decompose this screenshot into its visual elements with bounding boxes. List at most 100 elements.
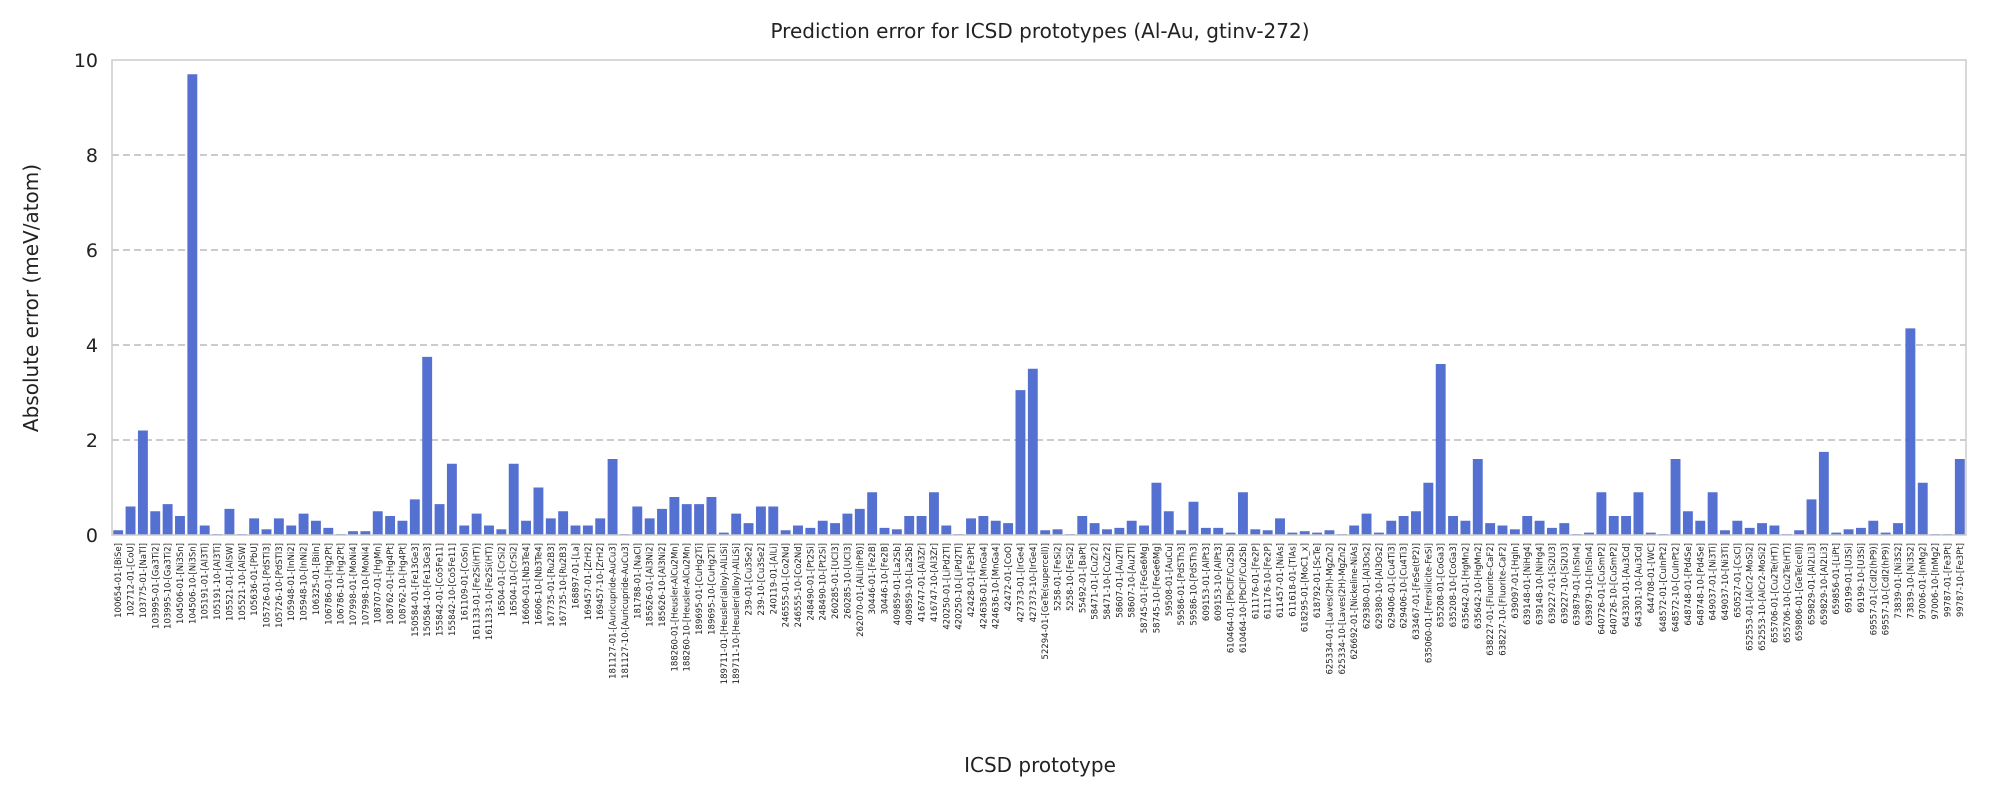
- x-tick-label: 659856-01-[LiPt]: [1832, 543, 1842, 615]
- bar: [1126, 520, 1137, 535]
- bar: [1893, 523, 1903, 535]
- x-tick-label: 104506-10-[Ni3Sn]: [188, 543, 198, 624]
- bar: [1769, 525, 1780, 535]
- x-tick-label: 188260-01-[Heusler-AlCu2Mn]: [670, 543, 680, 672]
- x-tick-label: 246555-10-[Co2Nd]: [794, 543, 804, 627]
- x-tick-label: 629406-01-[Cu4Ti3]: [1387, 543, 1397, 628]
- bar: [446, 463, 457, 535]
- bar: [941, 525, 952, 535]
- bar: [1954, 459, 1965, 535]
- bar: [261, 529, 272, 535]
- bar: [1794, 530, 1805, 535]
- bar: [1732, 520, 1743, 535]
- x-tick-label: 659829-01-[Al2Li3]: [1808, 543, 1818, 625]
- x-tick-label: 629406-10-[Cu4Ti3]: [1400, 543, 1410, 628]
- x-tick-label: 16606-10-[Nb3Te4]: [534, 543, 544, 625]
- x-tick-label: 73839-10-[Ni3S2]: [1906, 543, 1916, 619]
- x-tick-label: 100654-01-[BiSe]: [114, 543, 124, 618]
- x-tick-label: 167735-01-[Ru2B3]: [547, 543, 557, 627]
- x-tick-label: 633467-01-[FeSe(tP2)]: [1412, 543, 1422, 640]
- bar: [533, 487, 544, 535]
- bar: [1670, 459, 1681, 535]
- bar: [743, 523, 754, 535]
- x-tick-label: 655706-01-[Cu2Te(HT)]: [1770, 543, 1780, 643]
- x-tick-label: 626692-01-[Nickeline-NiAs]: [1350, 543, 1360, 660]
- x-tick-label: 649037-10-[Ni3Ti]: [1721, 543, 1731, 620]
- bar: [1435, 364, 1446, 535]
- x-tick-label: 248490-01-[Pt2Si]: [806, 543, 816, 621]
- x-tick-label: 105726-01-[PdSTl3]: [263, 543, 273, 628]
- bar: [459, 525, 470, 535]
- bar: [657, 508, 667, 535]
- bar: [1448, 516, 1459, 535]
- bar: [545, 518, 556, 535]
- x-tick-label: 639097-01-[HgIn]: [1511, 543, 1521, 619]
- x-tick-label: 106786-01-[Hg2Pt]: [324, 543, 334, 625]
- x-tick-label: 618792-01-[ScTe]: [1313, 543, 1323, 618]
- bar: [125, 506, 136, 535]
- x-tick-label: 648748-10-[Pd4Se]: [1696, 543, 1706, 626]
- x-tick-label: 105191-10-[Al3Ti]: [213, 543, 223, 620]
- bar: [1917, 482, 1928, 535]
- x-tick-label: 69557-01-[CdI2(hP9)]: [1869, 543, 1879, 635]
- x-tick-label: 155842-01-[Co5Fe11]: [436, 543, 446, 636]
- x-tick-label: 650527-01-[CsCl]: [1733, 543, 1743, 618]
- x-tick-label: 105636-01-[PbU]: [250, 543, 260, 616]
- y-axis-label: Absolute error (meV/atom): [19, 164, 43, 432]
- bar: [1806, 499, 1817, 535]
- bar: [842, 513, 853, 535]
- x-tick-label: 16606-01-[Nb3Te4]: [522, 543, 532, 625]
- x-tick-label: 648572-01-[CuInPt2]: [1659, 543, 1669, 632]
- x-tick-label: 639148-10-[NiHg4]: [1536, 543, 1546, 625]
- x-tick-label: 108707-01-[HgMn]: [374, 543, 384, 624]
- x-tick-label: 648748-01-[Pd4Se]: [1684, 543, 1694, 626]
- bar: [1608, 516, 1619, 535]
- bar: [780, 530, 791, 535]
- x-tick-label: 168897-01-[La]: [572, 543, 582, 609]
- bar: [1151, 482, 1162, 535]
- bar: [137, 430, 148, 535]
- x-tick-label: 104506-01-[Ni3Sn]: [176, 543, 186, 624]
- x-tick-label: 69199-01-[U3Si]: [1845, 543, 1855, 613]
- bar: [484, 525, 494, 535]
- x-tick-label: 625334-01-[Laves(2H)-MgZn2]: [1325, 543, 1335, 675]
- x-tick-label: 189711-10-[Heusler(alloy)-AlLiSi]: [732, 543, 742, 684]
- bar: [1077, 516, 1088, 535]
- x-tick-label: 97006-10-[InMg2]: [1931, 543, 1941, 620]
- bar: [1188, 501, 1199, 535]
- x-tick-label: 42472-01-[CoO]: [1004, 543, 1014, 611]
- bar: [978, 516, 989, 535]
- x-tick-label: 659806-01-[GeTe(cell)]: [1795, 543, 1805, 641]
- x-tick-label: 105948-01-[InNi2]: [287, 543, 297, 621]
- bar: [570, 525, 581, 535]
- x-tick-label: 58607-01-[Au2Tl]: [1115, 543, 1125, 618]
- bar: [1312, 532, 1323, 535]
- chart-title: Prediction error for ICSD prototypes (Al…: [770, 19, 1309, 43]
- x-tick-label: 103775-01-[NaTl]: [139, 543, 149, 618]
- x-tick-label: 73839-01-[Ni3S2]: [1894, 543, 1904, 619]
- bar: [1818, 451, 1829, 535]
- bar: [854, 508, 865, 535]
- bar: [867, 492, 878, 535]
- y-tick-label: 0: [86, 525, 98, 547]
- x-tick-label: 618295-01-[MoC1_x]: [1301, 543, 1311, 632]
- x-tick-label: 239-10-[Cu3Se2]: [757, 543, 767, 616]
- x-tick-label: 58745-10-[FeGe6Mg]: [1152, 543, 1162, 633]
- x-tick-label: 150584-10-[Fe13Ge3]: [423, 543, 433, 637]
- bar: [582, 525, 593, 535]
- x-tick-label: 655706-10-[Cu2Te(HT)]: [1783, 543, 1793, 643]
- x-tick-label: 639227-01-[Si2U3]: [1548, 543, 1558, 624]
- bar: [891, 529, 902, 535]
- x-tick-label: 652553-01-[AlCr2-MoSi2]: [1746, 543, 1756, 651]
- x-tick-label: 161133-10-[Fe2Si(HT)]: [485, 543, 495, 640]
- bar: [1015, 390, 1026, 535]
- x-tick-label: 69199-10-[U3Si]: [1857, 543, 1867, 613]
- bar: [1546, 527, 1557, 535]
- y-tick-label: 2: [86, 430, 98, 452]
- x-tick-label: 260285-01-[UCl3]: [831, 543, 841, 619]
- bar: [669, 497, 680, 535]
- x-tick-label: 639227-10-[Si2U3]: [1560, 543, 1570, 624]
- bar: [1633, 492, 1644, 535]
- bar: [1905, 328, 1916, 535]
- bar: [187, 74, 198, 535]
